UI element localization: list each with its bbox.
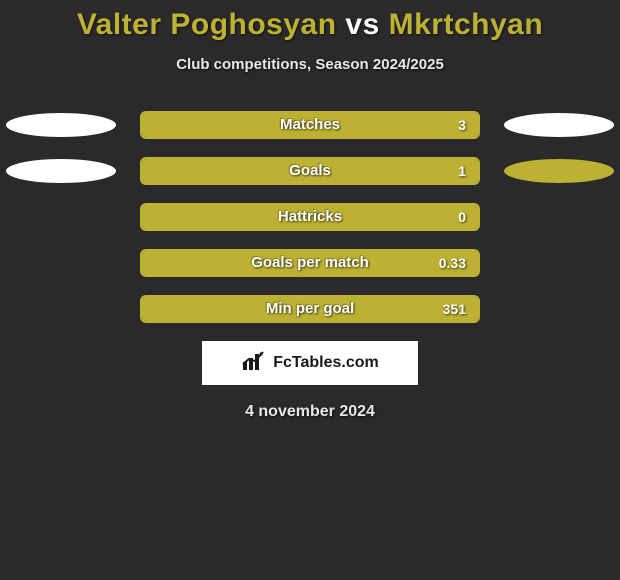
date-text: 4 november 2024 xyxy=(0,403,620,421)
comparison-title: Valter Poghosyan vs Mkrtchyan xyxy=(0,0,620,42)
player1-name: Valter Poghosyan xyxy=(77,8,337,41)
stat-bar-fill xyxy=(142,159,478,183)
stats-container: Matches3 Goals1 Hattricks0 Goals per match0… xyxy=(0,111,620,323)
stat-row: Hattricks0 xyxy=(0,203,620,231)
stat-bar xyxy=(140,203,480,231)
vs-text: vs xyxy=(345,8,379,41)
stat-bar xyxy=(140,157,480,185)
stat-bar xyxy=(140,249,480,277)
stat-bar-fill xyxy=(142,113,478,137)
brand-text: FcTables.com xyxy=(273,354,379,372)
left-oval xyxy=(6,159,116,183)
right-oval xyxy=(504,113,614,137)
stat-row: Min per goal351 xyxy=(0,295,620,323)
stat-bar xyxy=(140,295,480,323)
right-oval xyxy=(504,159,614,183)
player2-name: Mkrtchyan xyxy=(389,8,544,41)
brand-logo[interactable]: FcTables.com xyxy=(202,341,418,385)
stat-bar-fill xyxy=(142,251,478,275)
chart-icon xyxy=(241,350,267,377)
stat-row: Matches3 xyxy=(0,111,620,139)
left-oval xyxy=(6,113,116,137)
stat-row: Goals1 xyxy=(0,157,620,185)
stat-bar xyxy=(140,111,480,139)
stat-bar-fill xyxy=(142,297,478,321)
subtitle: Club competitions, Season 2024/2025 xyxy=(0,56,620,73)
stat-row: Goals per match0.33 xyxy=(0,249,620,277)
stat-bar-fill xyxy=(142,205,478,229)
